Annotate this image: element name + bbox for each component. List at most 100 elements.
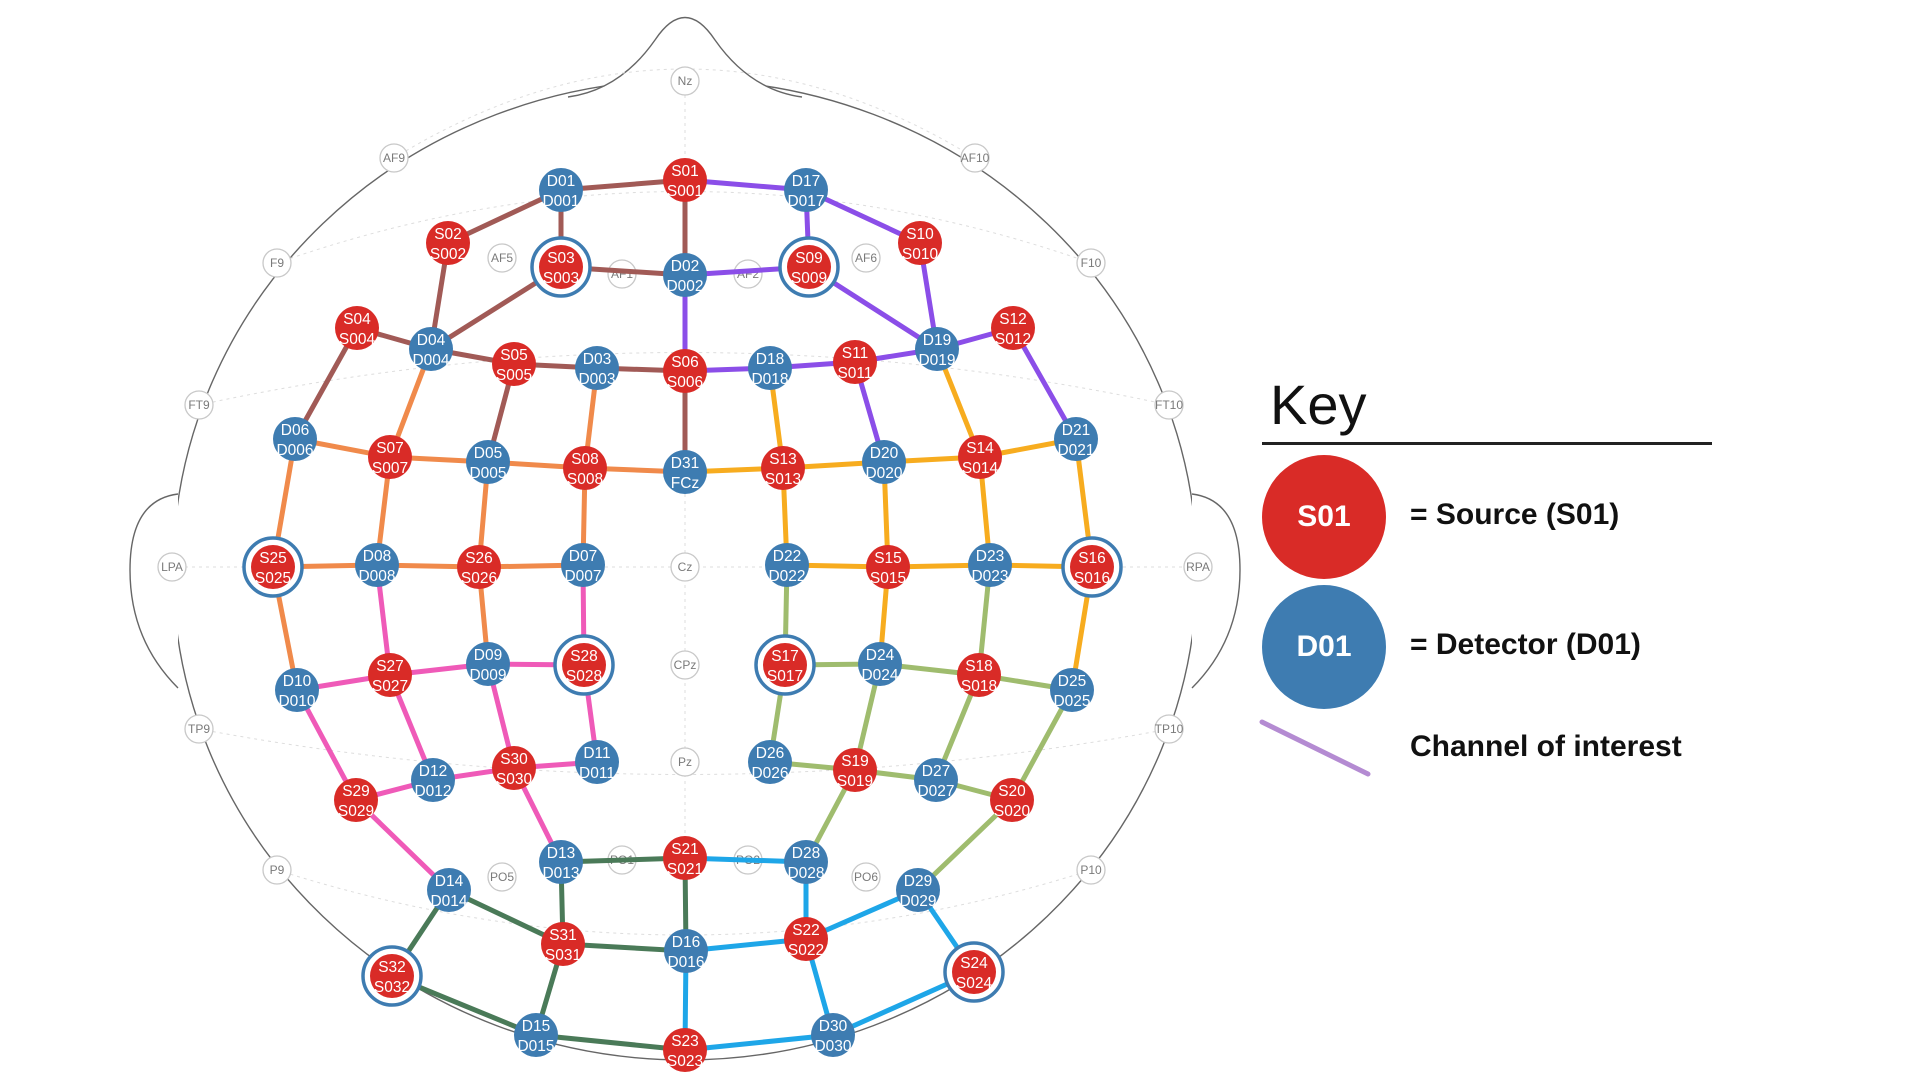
- optode-sublabel: S027: [372, 678, 408, 695]
- optode-sublabel: D006: [276, 442, 313, 459]
- source-s19: S19 S019: [833, 748, 877, 792]
- optode-sublabel: D017: [787, 193, 824, 210]
- detector-d05: D05 D005: [466, 440, 510, 484]
- optode-label: D23: [976, 548, 1004, 565]
- optode-sublabel: D004: [412, 352, 449, 369]
- key-detector-text: = Detector (D01): [1410, 628, 1641, 661]
- optode-label: S27: [376, 658, 404, 675]
- landmark-label: P10: [1080, 863, 1102, 877]
- optode-sublabel: S030: [496, 771, 533, 788]
- optode-label: D01: [547, 173, 575, 190]
- optode-sublabel: D011: [579, 765, 615, 782]
- optode-sublabel: D013: [542, 865, 579, 882]
- optode-sublabel: S001: [667, 183, 703, 200]
- optode-sublabel: S004: [339, 331, 376, 348]
- source-s28: S28 S028: [553, 634, 615, 696]
- optode-sublabel: D009: [469, 667, 506, 684]
- source-s12: S12 S012: [991, 306, 1035, 350]
- optode-sublabel: D020: [865, 465, 902, 482]
- optode-sublabel: D026: [751, 765, 788, 782]
- detector-d23: D23 D023: [968, 543, 1012, 587]
- detector-d07: D07 D007: [561, 543, 605, 587]
- source-s18: S18 S018: [957, 653, 1001, 697]
- landmark-label: Cz: [678, 560, 693, 574]
- optode-sublabel: D014: [430, 893, 467, 910]
- optode-label: S23: [671, 1033, 699, 1050]
- optode-sublabel: S022: [788, 942, 824, 959]
- optode-label: S19: [841, 753, 869, 770]
- optode-sublabel: D005: [469, 465, 506, 482]
- optode-sublabel: S011: [837, 365, 872, 382]
- landmark-rpa: RPA: [1183, 552, 1213, 582]
- optode-sublabel: D030: [814, 1038, 851, 1055]
- source-s01: S01 S001: [663, 158, 707, 202]
- optode-sublabel: D029: [899, 893, 936, 910]
- optode-sublabel: D016: [667, 954, 704, 971]
- source-s25: S25 S025: [242, 536, 304, 598]
- landmark-pz: Pz: [670, 747, 700, 777]
- optode-sublabel: D019: [918, 352, 955, 369]
- key-channel-line: [1259, 719, 1371, 777]
- landmark-ft9: FT9: [184, 390, 214, 420]
- source-s32: S32 S032: [361, 945, 423, 1007]
- key-channel-text: Channel of interest: [1410, 730, 1682, 763]
- detector-d20: D20 D020: [862, 440, 906, 484]
- landmark-f10: F10: [1076, 248, 1106, 278]
- optode-sublabel: D018: [751, 371, 788, 388]
- landmark-label: F9: [270, 256, 284, 270]
- detector-d25: D25 D025: [1050, 668, 1094, 712]
- optode-label: S12: [999, 311, 1027, 328]
- optode-label: D11: [583, 745, 610, 762]
- landmark-label: TP9: [188, 722, 210, 736]
- optode-label: S04: [343, 311, 371, 328]
- optode-sublabel: S016: [1074, 570, 1110, 587]
- detector-d15: D15 D015: [514, 1013, 558, 1057]
- optode-label: S20: [998, 783, 1026, 800]
- optode-label: S01: [671, 163, 699, 180]
- optode-label: D25: [1058, 673, 1086, 690]
- detector-d17: D17 D017: [784, 168, 828, 212]
- landmark-lpa: LPA: [157, 552, 187, 582]
- optode-label: D19: [923, 332, 951, 349]
- source-s04: S04 S004: [335, 306, 379, 350]
- key-detector-badge: D01: [1262, 585, 1386, 709]
- optode-label: S24: [960, 955, 988, 972]
- landmark-label: AF9: [383, 151, 405, 165]
- source-s11: S11 S011: [833, 340, 877, 384]
- channel-s23-d30: [682, 1032, 836, 1053]
- optode-sublabel: D027: [917, 783, 954, 800]
- key-title: Key: [1270, 373, 1367, 436]
- detector-d01: D01 D001: [539, 168, 583, 212]
- optode-label: S15: [874, 550, 902, 567]
- optode-label: S07: [376, 440, 404, 457]
- optode-sublabel: S026: [461, 570, 497, 587]
- landmark-label: CPz: [674, 658, 697, 672]
- optode-label: D08: [363, 548, 391, 565]
- optode-sublabel: D015: [517, 1038, 554, 1055]
- detector-d28: D28 D028: [784, 840, 828, 884]
- optode-label: S22: [792, 922, 820, 939]
- source-s03: S03 S003: [530, 236, 592, 298]
- optode-sublabel: S031: [545, 947, 581, 964]
- detector-d13: D13 D013: [539, 840, 583, 884]
- optode-label: D28: [792, 845, 820, 862]
- detector-d10: D10 D010: [275, 668, 319, 712]
- detector-d27: D27 D027: [914, 758, 958, 802]
- landmark-label: AF6: [855, 251, 877, 265]
- detector-d09: D09 D009: [466, 642, 510, 686]
- optode-label: D13: [547, 845, 575, 862]
- source-s16: S16 S016: [1061, 536, 1123, 598]
- landmark-label: F10: [1081, 256, 1102, 270]
- optode-sublabel: D021: [1057, 442, 1094, 459]
- detector-d26: D26 D026: [748, 740, 792, 784]
- optode-label: S31: [549, 927, 577, 944]
- optode-label: D12: [419, 763, 447, 780]
- detector-d18: D18 D018: [748, 346, 792, 390]
- optode-label: S02: [434, 226, 462, 243]
- key-source-badge: S01: [1262, 455, 1386, 579]
- source-s27: S27 S027: [368, 653, 412, 697]
- optode-label: D06: [281, 422, 309, 439]
- landmark-label: FT9: [188, 398, 210, 412]
- source-s02: S02 S002: [426, 221, 470, 265]
